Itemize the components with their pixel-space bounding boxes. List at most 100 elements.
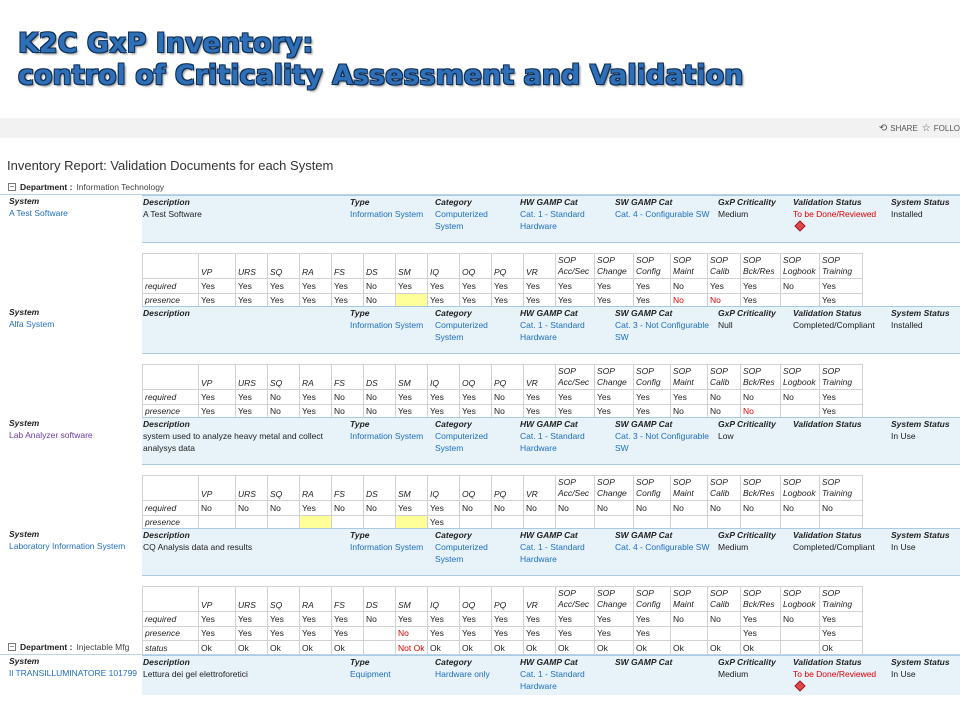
column-header: URS	[235, 364, 268, 390]
gxp-criticality-field: GxP Criticality Medium	[718, 530, 790, 553]
validation-status-field: Validation Status To be Done/Reviewed	[793, 657, 889, 692]
collapse-toggle-icon[interactable]: −	[8, 641, 16, 651]
category-field-value[interactable]: Hardware only	[435, 669, 490, 679]
column-header: SOP Logbook	[780, 586, 820, 612]
description-field: Description	[143, 308, 343, 319]
grid-cell: Yes	[395, 500, 428, 516]
grid-cell: Yes	[427, 625, 460, 641]
grid-cell: Yes	[491, 611, 524, 627]
category-field-value[interactable]: Computerized System	[435, 209, 488, 231]
column-header: SOP Change	[594, 586, 634, 612]
type-field-value[interactable]: Information System	[350, 542, 424, 552]
column-header: SOP Maint	[670, 475, 708, 501]
department-label: Department :	[20, 181, 73, 192]
description-field-value: system used to analyze heavy metal and c…	[143, 431, 324, 453]
system-status-field-value: Installed	[891, 209, 923, 219]
presence-row: presence Yes Yes Yes Yes Yes No Yes Yes Yes Yes Yes…	[142, 625, 863, 641]
grid-cell: Yes	[633, 625, 671, 641]
type-field: Type Information System	[350, 530, 432, 553]
column-header: SOP Calib	[707, 253, 741, 279]
gxp-criticality-field-header: GxP Criticality	[718, 419, 776, 429]
sw-gamp-field: SW GAMP Cat Cat. 3 - Not Configurable SW	[615, 308, 717, 343]
column-header: VP	[198, 586, 236, 612]
description-field-header: Description	[143, 419, 190, 429]
column-header: SOP Logbook	[780, 253, 820, 279]
star-icon: ☆	[921, 122, 931, 134]
grid-cell: Yes	[594, 625, 634, 641]
grid-cell: Yes	[594, 278, 634, 294]
grid-cell: Not Ok	[395, 640, 428, 656]
hw-gamp-field-value[interactable]: Cat. 1 - Standard Hardware	[520, 669, 585, 691]
column-header: SOP Training	[819, 253, 863, 279]
required-row: required No No No Yes No No Yes Yes No No No No No No N…	[142, 500, 863, 516]
system-name-link[interactable]: Laboratory Information System	[9, 541, 126, 551]
gxp-criticality-field-value: Null	[718, 320, 733, 330]
category-field-header: Category	[435, 530, 472, 540]
grid-cell: Yes	[491, 278, 524, 294]
type-field-value[interactable]: Information System	[350, 209, 424, 219]
sw-gamp-field-value[interactable]: Cat. 3 - Not Configurable SW	[615, 320, 710, 342]
validation-status-field-header: Validation Status	[793, 657, 862, 667]
grid-cell: Yes	[740, 611, 781, 627]
column-header: SOP Acc/Sec	[555, 586, 595, 612]
inventory-report: − Department : Information Technology Syste…	[0, 179, 960, 720]
type-field-value[interactable]: Information System	[350, 431, 424, 441]
type-field-header: Type	[350, 419, 370, 429]
grid-cell: Yes	[819, 389, 863, 405]
validation-status-field: Validation Status Completed/Compliant	[793, 308, 889, 331]
description-field-header: Description	[143, 657, 190, 667]
grid-cell: No	[594, 500, 634, 516]
type-field: Type Information System	[350, 419, 432, 442]
sw-gamp-field-value[interactable]: Cat. 4 - Configurable SW	[615, 209, 710, 219]
grid-cell: Yes	[331, 278, 364, 294]
description-field-value: CQ Analysis data and results	[143, 542, 253, 552]
category-field-header: Category	[435, 308, 472, 318]
hw-gamp-field-value[interactable]: Cat. 1 - Standard Hardware	[520, 209, 585, 231]
grid-cell: No	[363, 611, 396, 627]
type-field-value[interactable]: Equipment	[350, 669, 391, 679]
grid-cell: Yes	[633, 611, 671, 627]
hw-gamp-field-value[interactable]: Cat. 1 - Standard Hardware	[520, 542, 585, 564]
system-name-link[interactable]: Lab Analyzer software	[9, 430, 93, 440]
column-header: SQ	[267, 364, 300, 390]
category-field: Category Computerized System	[435, 197, 515, 232]
type-field-value[interactable]: Information System	[350, 320, 424, 330]
column-header: SOP Change	[594, 475, 634, 501]
hw-gamp-field-value[interactable]: Cat. 1 - Standard Hardware	[520, 320, 585, 342]
description-field: Description CQ Analysis data and results	[143, 530, 343, 553]
status-row: status Ok Ok Ok Ok Ok Not Ok Ok Ok Ok Ok Ok Ok Ok Ok Ok…	[142, 640, 863, 656]
share-label: SHARE	[890, 123, 918, 133]
required-row: required Yes Yes Yes Yes Yes No Yes Yes Yes Yes Yes…	[142, 278, 863, 294]
grid-cell	[395, 514, 428, 530]
system-name-link[interactable]: A Test Software	[9, 208, 68, 218]
column-header: RA	[299, 364, 332, 390]
sw-gamp-field-value[interactable]: Cat. 4 - Configurable SW	[615, 542, 710, 552]
grid-cell: Yes	[523, 389, 556, 405]
grid-cell: No	[198, 500, 236, 516]
sw-gamp-field-value[interactable]: Cat. 3 - Not Configurable SW	[615, 431, 710, 453]
grid-cell: No	[331, 500, 364, 516]
grid-cell	[670, 625, 708, 641]
grid-cell: No	[395, 625, 428, 641]
grid-cell: Yes	[555, 389, 595, 405]
system-name-link[interactable]: Il TRANSILLUMINATORE 101799	[9, 668, 138, 678]
column-header: RA	[299, 475, 332, 501]
department-label: Department :	[20, 641, 73, 652]
grid-cell: Yes	[267, 625, 300, 641]
category-field-value[interactable]: Computerized System	[435, 542, 488, 564]
description-field: Description A Test Software	[143, 197, 343, 220]
share-button[interactable]: ⟲ SHARE	[879, 123, 918, 134]
hw-gamp-field-value[interactable]: Cat. 1 - Standard Hardware	[520, 431, 585, 453]
category-field-value[interactable]: Computerized System	[435, 431, 488, 453]
sw-gamp-field: SW GAMP Cat Cat. 4 - Configurable SW	[615, 197, 717, 220]
column-header: SOP Logbook	[780, 475, 820, 501]
category-field-value[interactable]: Computerized System	[435, 320, 488, 342]
sw-gamp-field-header: SW GAMP Cat	[615, 530, 673, 540]
grid-cell: Yes	[523, 278, 556, 294]
system-name-link[interactable]: Alfa System	[9, 319, 55, 329]
grid-cell: Ok	[523, 640, 556, 656]
grid-cell: Yes	[198, 611, 236, 627]
collapse-toggle-icon[interactable]: −	[8, 181, 16, 191]
type-field: Type Information System	[350, 197, 432, 220]
follow-button[interactable]: ☆ FOLLO	[922, 123, 960, 134]
